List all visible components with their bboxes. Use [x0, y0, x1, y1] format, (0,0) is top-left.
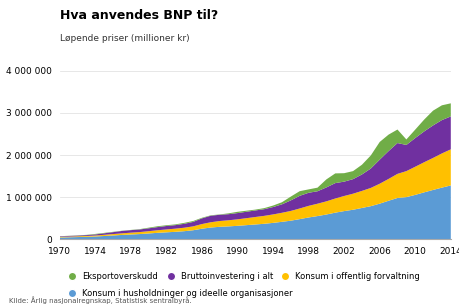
Text: Hva anvendes BNP til?: Hva anvendes BNP til? — [60, 9, 218, 22]
Text: Løpende priser (millioner kr): Løpende priser (millioner kr) — [60, 34, 189, 43]
Text: Kilde: Årlig nasjonalregnskap, Statistisk sentralbyrå.: Kilde: Årlig nasjonalregnskap, Statistis… — [9, 296, 191, 304]
Legend: Konsum i husholdninger og ideelle organisasjoner: Konsum i husholdninger og ideelle organi… — [64, 289, 292, 298]
